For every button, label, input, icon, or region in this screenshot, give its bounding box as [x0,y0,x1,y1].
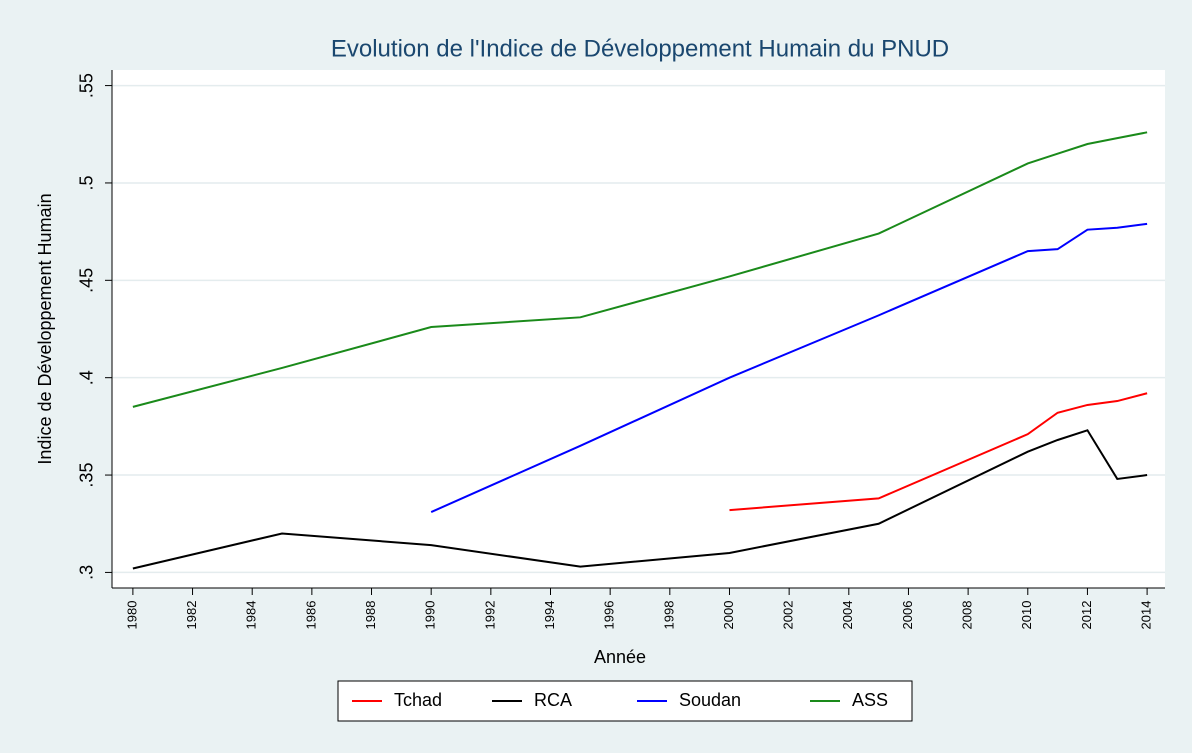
legend-label: RCA [534,690,572,710]
series-line [430,222,1148,513]
x-tick-label: 2012 [1079,601,1094,630]
y-tick-label: .45 [77,268,97,293]
y-axis-label: Indice de Développement Humain [35,193,55,464]
x-tick-label: 2000 [721,601,736,630]
x-tick-label: 2006 [900,601,915,630]
x-tick-label: 2014 [1139,601,1154,630]
y-tick-label: .4 [77,370,97,385]
x-tick-label: 1988 [363,601,378,630]
x-tick-label: 1984 [244,601,259,630]
legend-label: Soudan [679,690,741,710]
y-tick-label: .5 [77,175,97,190]
x-axis-label: Année [594,647,646,667]
series-line [132,429,1148,570]
x-tick-label: 1980 [124,601,139,630]
x-tick-label: 2010 [1019,601,1034,630]
x-tick-label: 1994 [542,601,557,630]
series-line [729,392,1148,512]
x-tick-label: 1992 [482,601,497,630]
chart-title: Evolution de l'Indice de Développement H… [331,35,949,62]
legend-label: Tchad [394,690,442,710]
y-tick-label: .3 [77,565,97,580]
x-tick-label: 2004 [840,601,855,630]
x-tick-label: 2008 [960,601,975,630]
plot-area [112,70,1165,588]
x-tick-label: 1996 [602,601,617,630]
x-tick-label: 1998 [661,601,676,630]
y-tick-label: .35 [77,463,97,488]
y-tick-label: .55 [77,73,97,98]
x-tick-label: 1982 [184,601,199,630]
x-tick-label: 2002 [781,601,796,630]
legend-label: ASS [852,690,888,710]
x-tick-label: 1990 [423,601,438,630]
x-tick-label: 1986 [303,601,318,630]
series-line [132,131,1148,408]
